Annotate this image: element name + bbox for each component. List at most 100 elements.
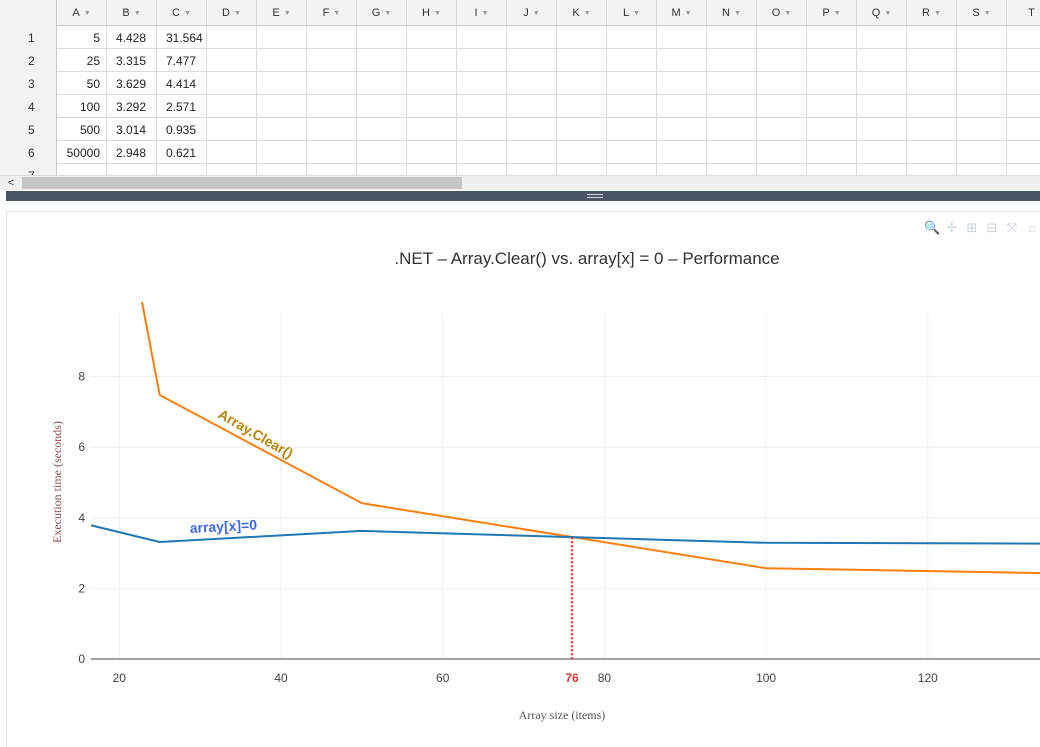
cell-d2[interactable] xyxy=(207,49,257,72)
cell-j2[interactable] xyxy=(507,49,557,72)
autoscale-icon[interactable]: ⤧ xyxy=(1006,220,1018,235)
pan-icon[interactable]: ✛ xyxy=(946,220,958,235)
cell-m4[interactable] xyxy=(657,95,707,118)
cell-n3[interactable] xyxy=(707,72,757,95)
cell-s5[interactable] xyxy=(957,118,1007,141)
cell-d4[interactable] xyxy=(207,95,257,118)
dropdown-arrow-icon[interactable]: ▼ xyxy=(833,9,841,17)
cell-l4[interactable] xyxy=(607,95,657,118)
cell-h6[interactable] xyxy=(407,141,457,164)
dropdown-arrow-icon[interactable]: ▼ xyxy=(133,9,141,17)
column-header-a[interactable]: A ▼ xyxy=(57,0,107,26)
cell-m5[interactable] xyxy=(657,118,707,141)
cell-p2[interactable] xyxy=(807,49,857,72)
cell-f1[interactable] xyxy=(307,26,357,49)
cell-q1[interactable] xyxy=(857,26,907,49)
cell-r3[interactable] xyxy=(907,72,957,95)
cell-b5[interactable]: 3.014 xyxy=(107,118,157,141)
dropdown-arrow-icon[interactable]: ▼ xyxy=(333,9,341,17)
dropdown-arrow-icon[interactable]: ▼ xyxy=(184,9,191,17)
cell-n6[interactable] xyxy=(707,141,757,164)
column-header-f[interactable]: F ▼ xyxy=(307,0,357,26)
cell-i5[interactable] xyxy=(457,118,507,141)
cell-o5[interactable] xyxy=(757,118,807,141)
cell-t4[interactable] xyxy=(1007,95,1040,118)
column-header-r[interactable]: R ▼ xyxy=(907,0,957,26)
cell-j3[interactable] xyxy=(507,72,557,95)
cell-c5[interactable]: 0.935 xyxy=(157,118,207,141)
dropdown-arrow-icon[interactable]: ▼ xyxy=(481,9,489,17)
cell-c6[interactable]: 0.621 xyxy=(157,141,207,164)
cell-i2[interactable] xyxy=(457,49,507,72)
cell-m1[interactable] xyxy=(657,26,707,49)
cell-p4[interactable] xyxy=(807,95,857,118)
column-header-j[interactable]: J ▼ xyxy=(507,0,557,26)
cell-s1[interactable] xyxy=(957,26,1007,49)
cell-j5[interactable] xyxy=(507,118,557,141)
cell-a3[interactable]: 50 xyxy=(57,72,107,95)
cell-h2[interactable] xyxy=(407,49,457,72)
cell-o3[interactable] xyxy=(757,72,807,95)
dropdown-arrow-icon[interactable]: ▼ xyxy=(983,9,991,17)
cell-j4[interactable] xyxy=(507,95,557,118)
column-header-p[interactable]: P ▼ xyxy=(807,0,857,26)
row-header[interactable]: 6 xyxy=(0,141,57,164)
column-header-b[interactable]: B ▼ xyxy=(107,0,157,26)
dropdown-arrow-icon[interactable]: ▼ xyxy=(384,9,392,17)
panel-splitter[interactable] xyxy=(6,191,1040,201)
cell-c4[interactable]: 2.571 xyxy=(157,95,207,118)
cell-n1[interactable] xyxy=(707,26,757,49)
cell-m2[interactable] xyxy=(657,49,707,72)
cell-h3[interactable] xyxy=(407,72,457,95)
cell-k5[interactable] xyxy=(557,118,607,141)
cell-b3[interactable]: 3.629 xyxy=(107,72,157,95)
dropdown-arrow-icon[interactable]: ▼ xyxy=(234,9,241,17)
scrollbar-thumb[interactable] xyxy=(22,177,462,189)
column-header-t[interactable]: T xyxy=(1007,0,1040,26)
cell-c2[interactable]: 7.477 xyxy=(157,49,207,72)
cell-b1[interactable]: 4.428 xyxy=(107,26,157,49)
cell-q6[interactable] xyxy=(857,141,907,164)
cell-i3[interactable] xyxy=(457,72,507,95)
row-header[interactable]: 2 xyxy=(0,49,57,72)
dropdown-arrow-icon[interactable]: ▼ xyxy=(684,9,692,17)
dropdown-arrow-icon[interactable]: ▼ xyxy=(583,9,591,17)
cell-e5[interactable] xyxy=(257,118,307,141)
cell-q3[interactable] xyxy=(857,72,907,95)
cell-q5[interactable] xyxy=(857,118,907,141)
scroll-left-button[interactable]: < xyxy=(7,177,15,189)
cell-l6[interactable] xyxy=(607,141,657,164)
dropdown-arrow-icon[interactable]: ▼ xyxy=(633,9,641,17)
cell-j1[interactable] xyxy=(507,26,557,49)
cell-i6[interactable] xyxy=(457,141,507,164)
cell-a1[interactable]: 5 xyxy=(57,26,107,49)
cell-h5[interactable] xyxy=(407,118,457,141)
row-header[interactable]: 1 xyxy=(0,26,57,49)
column-header-o[interactable]: O ▼ xyxy=(757,0,807,26)
cell-t3[interactable] xyxy=(1007,72,1040,95)
cell-m6[interactable] xyxy=(657,141,707,164)
cell-r1[interactable] xyxy=(907,26,957,49)
dropdown-arrow-icon[interactable]: ▼ xyxy=(884,9,892,17)
cell-n5[interactable] xyxy=(707,118,757,141)
cell-s6[interactable] xyxy=(957,141,1007,164)
cell-g2[interactable] xyxy=(357,49,407,72)
cell-t5[interactable] xyxy=(1007,118,1040,141)
column-header-n[interactable]: N ▼ xyxy=(707,0,757,26)
cell-r4[interactable] xyxy=(907,95,957,118)
cell-d6[interactable] xyxy=(207,141,257,164)
cell-e2[interactable] xyxy=(257,49,307,72)
cell-f6[interactable] xyxy=(307,141,357,164)
corner-cell[interactable] xyxy=(0,0,57,26)
column-header-m[interactable]: M ▼ xyxy=(657,0,707,26)
column-header-g[interactable]: G ▼ xyxy=(357,0,407,26)
column-header-e[interactable]: E ▼ xyxy=(257,0,307,26)
cell-t2[interactable] xyxy=(1007,49,1040,72)
cell-h4[interactable] xyxy=(407,95,457,118)
cell-l5[interactable] xyxy=(607,118,657,141)
dropdown-arrow-icon[interactable]: ▼ xyxy=(934,9,941,17)
cell-b6[interactable]: 2.948 xyxy=(107,141,157,164)
cell-a4[interactable]: 100 xyxy=(57,95,107,118)
cell-p6[interactable] xyxy=(807,141,857,164)
cell-k3[interactable] xyxy=(557,72,607,95)
